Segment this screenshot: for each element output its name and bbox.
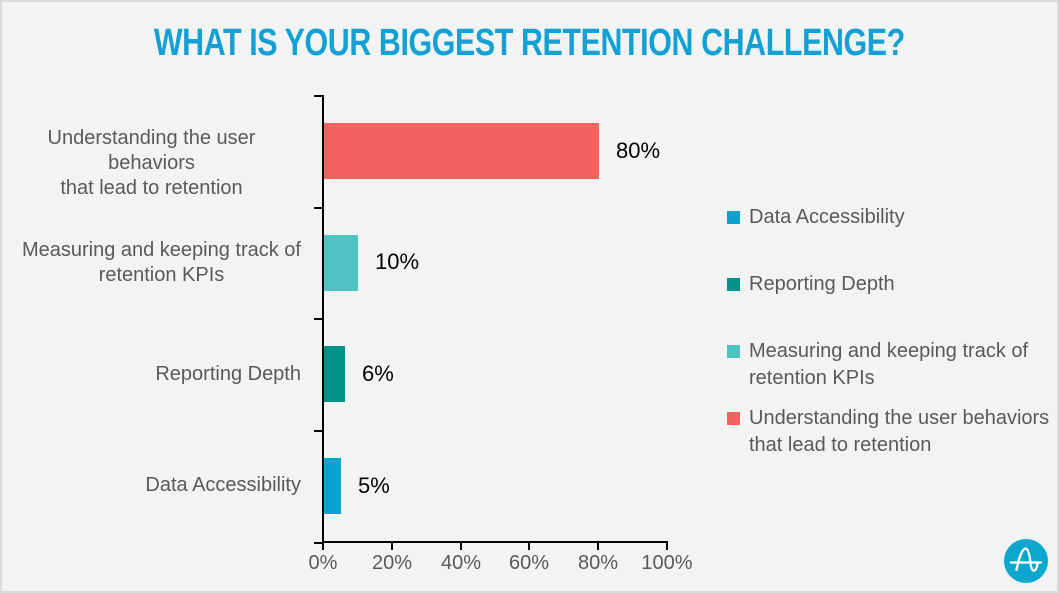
bar-value-label: 6%: [362, 361, 394, 386]
x-axis-tick: [666, 543, 668, 550]
y-axis-tick: [314, 430, 322, 432]
legend-label: Data Accessibility: [749, 206, 905, 228]
bar: [324, 235, 359, 291]
legend-swatch: [727, 278, 740, 291]
bar: [324, 458, 342, 514]
x-tick-label: 20%: [371, 552, 413, 574]
y-axis-line: [322, 95, 324, 550]
legend-label: Reporting Depth: [749, 273, 895, 295]
x-axis-tick: [460, 543, 462, 550]
x-tick-label: 100%: [641, 552, 693, 574]
x-axis-line: [322, 541, 668, 543]
category-label: Data Accessibility: [145, 474, 301, 496]
x-tick-label: 0%: [308, 552, 338, 574]
y-axis-tick: [314, 318, 322, 320]
bar: [324, 346, 345, 402]
legend-label: Measuring and keeping track of retention…: [749, 340, 1029, 389]
category-label: Reporting Depth: [155, 363, 301, 385]
y-axis-tick: [314, 207, 322, 209]
bar-value-label: 80%: [616, 138, 661, 163]
category-label: Measuring and keeping track of retention…: [21, 239, 301, 286]
x-axis-tick: [322, 543, 324, 550]
y-axis-tick: [314, 95, 322, 97]
x-tick-label: 40%: [440, 552, 482, 574]
legend-item: Understanding the user behaviors that le…: [727, 405, 1049, 459]
legend-swatch: [727, 412, 740, 425]
bar: [324, 123, 600, 179]
amplitude-logo-icon: [1004, 539, 1048, 583]
x-axis-tick: [391, 543, 393, 550]
chart-title-text: WHAT IS YOUR BIGGEST RETENTION CHALLENGE…: [154, 22, 905, 64]
y-axis-tick: [314, 542, 322, 544]
x-tick-label: 80%: [577, 552, 619, 574]
legend-swatch: [727, 211, 740, 224]
logo-circle: [1004, 539, 1048, 583]
legend-item: Measuring and keeping track of retention…: [727, 338, 1028, 392]
legend-label: Understanding the user behaviors that le…: [749, 407, 1050, 456]
bar-value-label: 10%: [375, 249, 420, 274]
category-label: Understanding the user behaviors that le…: [47, 127, 256, 199]
legend-item: Data Accessibility: [727, 204, 905, 231]
x-axis-tick: [597, 543, 599, 550]
legend-swatch: [727, 345, 740, 358]
x-axis-tick: [528, 543, 530, 550]
x-tick-label: 60%: [508, 552, 550, 574]
legend-item: Reporting Depth: [727, 271, 895, 298]
bar-value-label: 5%: [358, 473, 390, 498]
chart-title: WHAT IS YOUR BIGGEST RETENTION CHALLENGE…: [2, 22, 1057, 65]
